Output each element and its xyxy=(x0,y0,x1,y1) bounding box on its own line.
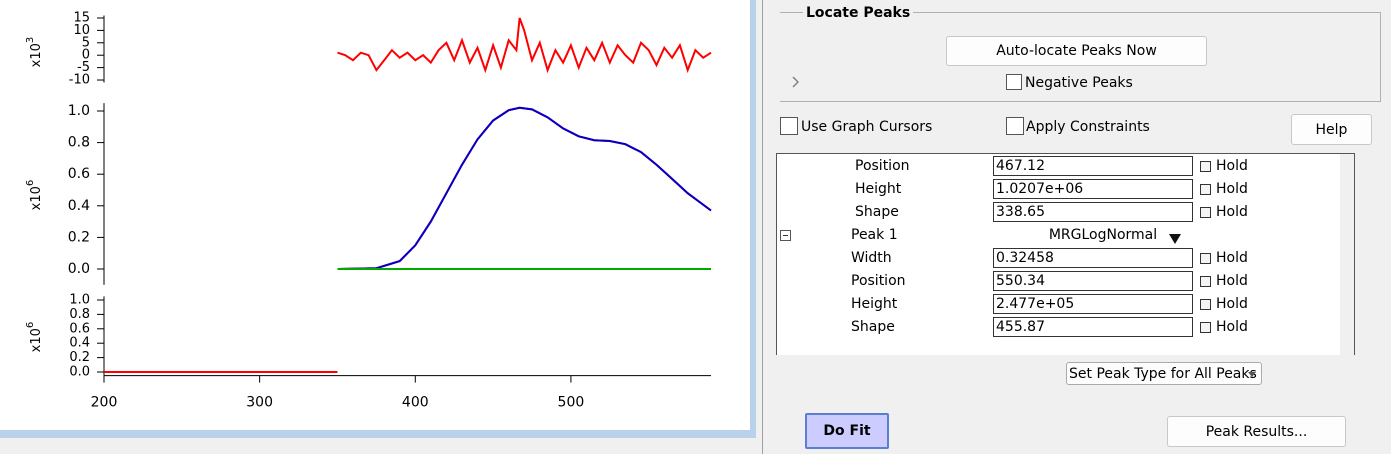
param-label: Height xyxy=(851,296,898,312)
hold-checkbox[interactable] xyxy=(1200,322,1211,333)
y-tick-label: 0.6 xyxy=(68,166,90,182)
collapse-icon[interactable] xyxy=(780,230,791,241)
y-tick-label: 0.0 xyxy=(69,365,90,380)
param-value[interactable]: 338.65 xyxy=(993,202,1193,222)
graph-cursors-checkbox[interactable] xyxy=(780,117,798,135)
y-tick-label: 0.8 xyxy=(69,307,90,322)
param-value[interactable]: 1.0207e+06 xyxy=(993,179,1193,199)
group-title: Locate Peaks xyxy=(803,4,914,22)
axis-unit: x10 xyxy=(29,186,44,210)
axis-exponent: 6 xyxy=(25,322,36,328)
y-tick-label: 15 xyxy=(73,10,90,25)
param-label: Height xyxy=(855,181,902,197)
y-tick-label: 0.4 xyxy=(68,198,90,214)
y-tick-label: 0.2 xyxy=(68,229,90,245)
y-tick-label: 1.0 xyxy=(68,103,90,119)
param-label: Shape xyxy=(851,319,895,335)
hold-label: Hold xyxy=(1216,319,1248,335)
series-line xyxy=(337,106,712,270)
x-tick-label: 200 xyxy=(91,395,118,411)
auto-locate-button[interactable]: Auto-locate Peaks Now xyxy=(946,36,1207,66)
hold-label: Hold xyxy=(1216,204,1248,220)
y-tick-label: 0.0 xyxy=(68,261,90,277)
do-fit-button[interactable]: Do Fit xyxy=(805,413,889,449)
param-label: Width xyxy=(851,250,892,266)
group-box xyxy=(780,12,1381,102)
hold-label: Hold xyxy=(1216,158,1248,174)
negative-peaks-label: Negative Peaks xyxy=(1025,75,1133,91)
hold-label: Hold xyxy=(1216,250,1248,266)
y-tick-label: -10 xyxy=(69,73,90,88)
y-axis-label: x103 xyxy=(25,37,44,68)
param-label: Position xyxy=(851,273,906,289)
negative-peaks-checkbox[interactable] xyxy=(1006,74,1022,90)
param-value[interactable]: 0.32458 xyxy=(993,248,1193,268)
y-tick-label: 0 xyxy=(82,48,90,63)
axis-exponent: 3 xyxy=(25,37,36,43)
param-value[interactable]: 550.34 xyxy=(993,271,1193,291)
peak-type-arrow[interactable] xyxy=(1169,232,1181,248)
axis-exponent: 6 xyxy=(25,180,36,186)
hold-checkbox[interactable] xyxy=(1200,299,1211,310)
hold-checkbox[interactable] xyxy=(1200,276,1211,287)
param-value[interactable]: 467.12 xyxy=(993,156,1193,176)
hold-checkbox[interactable] xyxy=(1200,207,1211,218)
y-tick-label: 0.8 xyxy=(68,135,90,151)
y-tick-label: 1.0 xyxy=(69,293,90,308)
y-tick-label: 0.6 xyxy=(69,321,90,336)
x-tick-label: 500 xyxy=(558,395,585,411)
peak-type[interactable]: MRGLogNormal xyxy=(1048,227,1158,243)
hold-checkbox[interactable] xyxy=(1200,161,1211,172)
axis-unit: x10 xyxy=(29,328,44,352)
hold-checkbox[interactable] xyxy=(1200,184,1211,195)
y-tick-label: -5 xyxy=(77,60,90,75)
y-tick-label: 0.2 xyxy=(69,350,90,365)
expand-chevron[interactable] xyxy=(790,75,802,89)
series-line xyxy=(337,106,712,270)
param-label: Shape xyxy=(855,204,899,220)
param-value[interactable]: 2.477e+05 xyxy=(993,294,1193,314)
y-axis-label: x106 xyxy=(25,180,44,211)
hold-label: Hold xyxy=(1216,296,1248,312)
hold-label: Hold xyxy=(1216,273,1248,289)
scrollbar[interactable] xyxy=(1340,154,1354,356)
peak-type-dropdown[interactable]: Set Peak Type for All Peaks xyxy=(1066,362,1262,385)
constraints-checkbox[interactable] xyxy=(1006,117,1024,135)
hold-checkbox[interactable] xyxy=(1200,253,1211,264)
dropdown-label: Set Peak Type for All Peaks xyxy=(1069,365,1257,382)
help-button[interactable]: Help xyxy=(1291,114,1372,145)
peak-label: Peak 1 xyxy=(851,227,898,243)
peak-results-button[interactable]: Peak Results... xyxy=(1167,416,1346,447)
x-tick-label: 400 xyxy=(402,395,429,411)
graph: 151050-5-10x1031.00.80.60.40.20.0x1061.0… xyxy=(0,0,750,430)
divider xyxy=(762,0,763,454)
hold-label: Hold xyxy=(1216,181,1248,197)
series-line xyxy=(337,17,712,74)
x-tick-label: 300 xyxy=(246,395,273,411)
y-tick-label: 10 xyxy=(73,23,90,38)
param-value[interactable]: 455.87 xyxy=(993,317,1193,337)
param-label: Position xyxy=(855,158,910,174)
graph-cursors-label: Use Graph Cursors xyxy=(801,119,933,135)
axis-unit: x10 xyxy=(29,43,44,67)
y-tick-label: 0.4 xyxy=(69,336,90,351)
y-axis-label: x106 xyxy=(25,322,44,353)
dropdown-arrow xyxy=(1248,372,1256,377)
constraints-label: Apply Constraints xyxy=(1026,119,1150,135)
y-tick-label: 5 xyxy=(82,35,90,50)
